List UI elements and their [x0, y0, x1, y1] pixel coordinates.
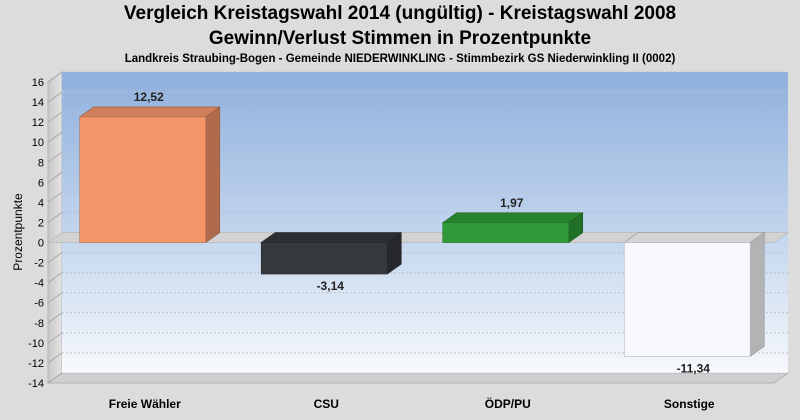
value-label: 1,97 — [500, 196, 524, 210]
chart-subtitle: Gewinn/Verlust Stimmen in Prozentpunkte — [208, 28, 592, 49]
grid-line-wall — [47, 111, 63, 123]
y-tick-label: -14 — [28, 378, 44, 390]
y-tick-label: 2 — [38, 217, 44, 229]
grid-line-wall — [47, 312, 63, 324]
bar-front — [623, 242, 751, 357]
x-tick-label: Sonstige — [664, 397, 715, 411]
y-tick-label: 14 — [32, 97, 44, 109]
bar-top — [441, 212, 584, 224]
x-tick-label: ÖDP/PU — [485, 396, 531, 411]
y-axis-label: Prozentpunkte — [11, 193, 25, 271]
left-wall — [47, 71, 63, 384]
y-tick-label: -2 — [34, 258, 44, 270]
bar — [78, 106, 221, 244]
y-tick-label: -8 — [34, 318, 44, 330]
bar — [441, 212, 584, 244]
grid-line-wall — [47, 131, 63, 143]
grid-line-wall — [47, 171, 63, 183]
bar-front — [442, 222, 570, 243]
y-tick-label: 8 — [38, 157, 44, 169]
bar — [260, 231, 403, 275]
bar — [623, 231, 766, 357]
grid-line-wall — [47, 372, 63, 384]
y-tick-label: -12 — [28, 358, 44, 370]
x-tick-label: CSU — [314, 397, 339, 411]
y-tick-label: 4 — [38, 197, 44, 209]
y-axis-ticks: -14 -12 -10 -8 -6 -4 -2 0 2 4 6 8 10 12 14 16 — [28, 77, 44, 390]
y-tick-label: 0 — [38, 238, 44, 250]
y-tick-label: -10 — [28, 338, 44, 350]
y-tick-label: -6 — [34, 298, 44, 310]
grid-line-wall — [47, 292, 63, 304]
value-labels: 12,52 -3,14 1,97 -11,34 — [134, 90, 711, 375]
bar-side — [205, 106, 221, 244]
bar-top — [623, 232, 766, 243]
value-label: -11,34 — [677, 361, 711, 375]
grid-line-wall — [47, 91, 63, 103]
chart-title: Vergleich Kreistagswahl 2014 (ungültig) … — [123, 3, 677, 24]
bar-top — [78, 106, 221, 118]
grid-line-wall — [47, 71, 63, 83]
grid-line-wall — [47, 212, 63, 223]
bar-front — [79, 116, 207, 243]
grid-line-wall — [47, 151, 63, 163]
grid-line-wall — [47, 352, 63, 364]
x-tick-label: Freie Wähler — [109, 397, 181, 411]
bars — [78, 106, 766, 357]
bar-top — [260, 232, 403, 243]
grid-line-wall — [47, 252, 63, 264]
chart-subsubtitle: Landkreis Straubing-Bogen - Gemeinde NIE… — [124, 53, 676, 65]
grid-line-wall — [47, 272, 63, 284]
bar-front — [260, 242, 388, 275]
y-tick-label: 12 — [32, 117, 44, 129]
value-label: -3,14 — [317, 279, 345, 293]
y-tick-label: -4 — [34, 278, 44, 290]
x-axis-ticks: Freie Wähler CSU ÖDP/PU Sonstige — [109, 396, 715, 411]
y-tick-label: 10 — [32, 137, 44, 149]
grid-line-wall — [47, 332, 63, 344]
value-label: 12,52 — [134, 90, 164, 104]
bar-side — [749, 231, 765, 357]
y-tick-label: 16 — [32, 77, 44, 89]
y-tick-label: 6 — [38, 177, 44, 189]
grid-line-wall — [47, 191, 63, 203]
